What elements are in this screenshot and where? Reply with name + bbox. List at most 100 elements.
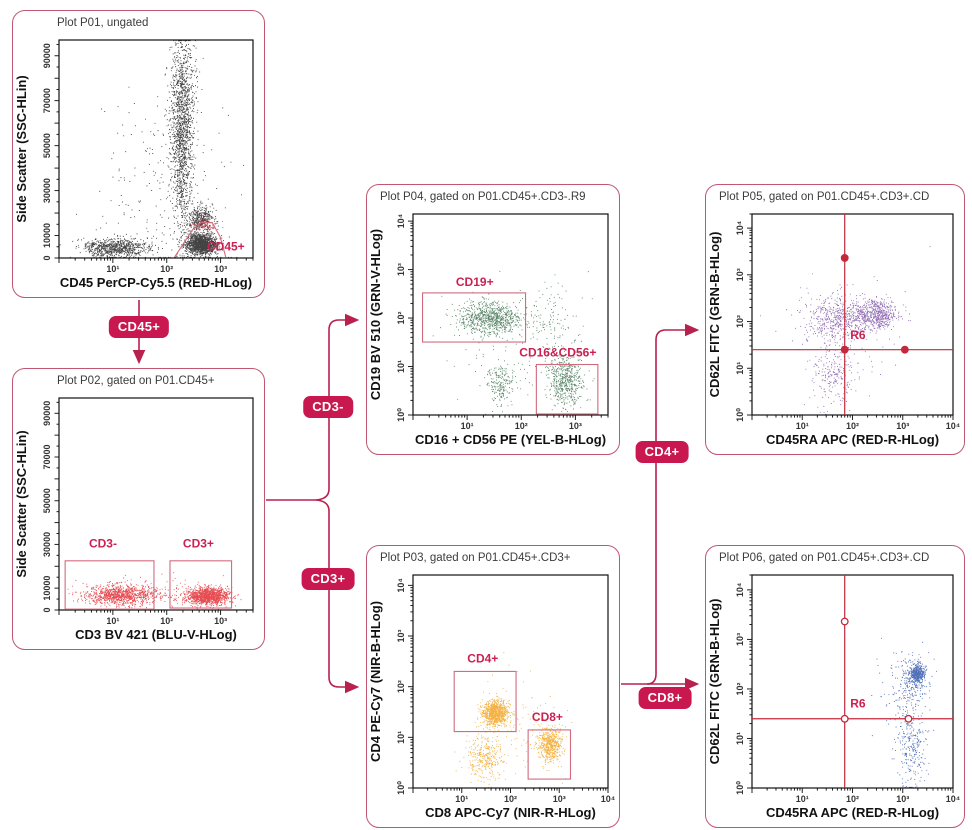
svg-text:10³: 10³ (896, 794, 909, 804)
plot-frame (412, 213, 609, 416)
svg-text:10³: 10³ (896, 421, 909, 431)
flow-label-cd4-plus: CD4+ (635, 441, 689, 463)
svg-text:10³: 10³ (214, 264, 227, 274)
dots (871, 637, 937, 788)
gates: CD19+ CD16&CD56+ (421, 275, 599, 415)
svg-text:10¹: 10¹ (106, 264, 119, 274)
flow-label-cd3-pos: CD3+ (301, 568, 355, 590)
svg-text:10⁰: 10⁰ (396, 781, 406, 795)
tick-labels: 10¹ 10² 10³ 10⁴ 10⁰ 10¹ 10² 10³ 10⁴ (396, 578, 615, 804)
svg-text:30000: 30000 (42, 178, 52, 203)
x-axis-title: CD45 PerCP-Cy5.5 (RED-HLog) (60, 275, 252, 290)
y-axis-title: CD19 BV 510 (GRN-V-HLog) (368, 229, 383, 400)
arrow-cd3-pos (315, 499, 360, 694)
plot-card-p04: Plot P04, gated on P01.CD45+.CD3-.R9 10¹… (366, 184, 620, 455)
gate-label: CD19+ (456, 275, 494, 289)
plot-title-p05: Plot P05, gated on P01.CD45+.CD3+.CD (719, 191, 930, 203)
svg-text:10³: 10³ (735, 633, 745, 646)
gate-label: CD4+ (467, 651, 498, 665)
tick-labels: 10¹ 10² 10³ 10⁴ 10⁰ 10¹ 10² 10³ 10⁴ (735, 221, 960, 431)
dots (67, 572, 242, 610)
scatter-plot-p05: 10¹ 10² 10³ 10⁴ 10⁰ 10¹ 10² 10³ 10⁴ CD45RA APC (R… (707, 213, 960, 447)
plot-title-p01: Plot P01, ungated (57, 17, 149, 29)
svg-text:10⁰: 10⁰ (396, 408, 406, 422)
axis-ticks (747, 574, 954, 793)
scatter-plot-p01: 10¹ 10² 10³ 0 10000 30000 50000 70000 90000 CD45 … (14, 39, 254, 290)
x-axis-title: CD45RA APC (RED-R-HLog) (766, 805, 939, 820)
svg-text:10²: 10² (735, 315, 745, 328)
x-axis-title: CD8 APC-Cy7 (NIR-R-HLog) (425, 805, 596, 820)
gates: CD4+ CD8+ (453, 651, 572, 780)
svg-text:10²: 10² (515, 421, 528, 431)
plot-frame (412, 574, 609, 789)
y-axis-title: CD4 PE-Cy7 (NIR-B-HLog) (368, 601, 383, 762)
svg-text:70000: 70000 (42, 88, 52, 113)
plot-title-p04: Plot P04, gated on P01.CD45+.CD3-.R9 (380, 191, 586, 203)
plot-card-p02: Plot P02, gated on P01.CD45+ 10¹ 10² 10³ 0 1… (12, 368, 265, 650)
x-axis-title: CD3 BV 421 (BLU-V-HLog) (75, 627, 237, 642)
gate-label: CD3+ (183, 537, 214, 551)
plot-title-p06: Plot P06, gated on P01.CD45+.CD3+.CD (719, 552, 930, 564)
axis-ticks (747, 213, 954, 420)
plot-card-p05: Plot P05, gated on P01.CD45+.CD3+.CD 10¹… (705, 184, 965, 455)
svg-text:10²: 10² (846, 794, 859, 804)
x-axis-title: CD16 + CD56 PE (YEL-B-HLog) (415, 432, 606, 447)
dots (760, 246, 931, 415)
svg-text:10⁴: 10⁴ (396, 578, 406, 592)
svg-text:10²: 10² (735, 682, 745, 695)
gates: CD3- CD3+ (64, 537, 233, 610)
svg-text:30000: 30000 (42, 532, 52, 557)
svg-text:10¹: 10¹ (461, 421, 474, 431)
svg-text:10000: 10000 (42, 223, 52, 248)
svg-text:10⁰: 10⁰ (735, 781, 745, 795)
gates: R6 (752, 214, 953, 415)
svg-text:10¹: 10¹ (396, 360, 406, 373)
svg-text:10³: 10³ (569, 421, 582, 431)
gates: R6 (752, 575, 953, 788)
y-axis-title: CD62L FITC (GRN-B-HLog) (707, 599, 722, 765)
svg-text:10²: 10² (396, 312, 406, 325)
gate-label: CD8+ (532, 710, 563, 724)
svg-text:10³: 10³ (214, 616, 227, 626)
tick-labels: 10¹ 10² 10³ 0 10000 30000 50000 70000 90000 (42, 401, 227, 626)
tick-labels: 10¹ 10² 10³ 10⁰ 10¹ 10² 10³ 10⁴ (396, 214, 582, 431)
svg-text:10⁴: 10⁴ (735, 583, 745, 597)
gate-label: R6 (850, 328, 866, 342)
plot-title-p03: Plot P03, gated on P01.CD45+.CD3+ (380, 552, 571, 564)
svg-text:10²: 10² (846, 421, 859, 431)
svg-text:50000: 50000 (42, 133, 52, 158)
y-axis-title: CD62L FITC (GRN-B-HLog) (707, 232, 722, 398)
tick-labels: 10¹ 10² 10³ 10⁴ 10⁰ 10¹ 10² 10³ 10⁴ (735, 583, 960, 804)
x-axis-title: CD45RA APC (RED-R-HLog) (766, 432, 939, 447)
svg-text:10⁴: 10⁴ (946, 794, 960, 804)
svg-text:10⁴: 10⁴ (396, 214, 406, 228)
axis-ticks (408, 584, 609, 793)
svg-text:10¹: 10¹ (735, 732, 745, 745)
gate-label: CD16&CD56+ (519, 346, 596, 360)
flow-label-cd3-neg: CD3- (303, 396, 353, 418)
svg-text:10³: 10³ (396, 629, 406, 642)
gate-label: CD45+ (207, 239, 245, 253)
svg-text:10¹: 10¹ (106, 616, 119, 626)
y-axis-title: Side Scatter (SSC-HLin) (14, 430, 29, 577)
svg-text:90000: 90000 (42, 401, 52, 426)
svg-text:10¹: 10¹ (455, 794, 468, 804)
scatter-plot-p06: 10¹ 10² 10³ 10⁴ 10⁰ 10¹ 10² 10³ 10⁴ CD45RA APC (R… (707, 574, 960, 820)
svg-text:0: 0 (42, 607, 52, 612)
scatter-plot-p04: 10¹ 10² 10³ 10⁰ 10¹ 10² 10³ 10⁴ CD16 + CD56 PE (… (368, 213, 609, 447)
svg-text:10³: 10³ (553, 794, 566, 804)
svg-text:10¹: 10¹ (796, 421, 809, 431)
arrow-cd4-plus (646, 323, 700, 685)
plot-title-p02: Plot P02, gated on P01.CD45+ (57, 375, 215, 387)
svg-text:10⁴: 10⁴ (601, 794, 615, 804)
svg-text:50000: 50000 (42, 488, 52, 513)
gate-label: R6 (850, 697, 866, 711)
svg-text:0: 0 (42, 255, 52, 260)
axis-ticks (54, 43, 254, 263)
svg-text:10²: 10² (160, 264, 173, 274)
svg-text:10³: 10³ (735, 268, 745, 281)
flow-label-cd45-plus: CD45+ (108, 316, 170, 338)
svg-text:10¹: 10¹ (735, 362, 745, 375)
y-axis-title: Side Scatter (SSC-HLin) (14, 75, 29, 222)
